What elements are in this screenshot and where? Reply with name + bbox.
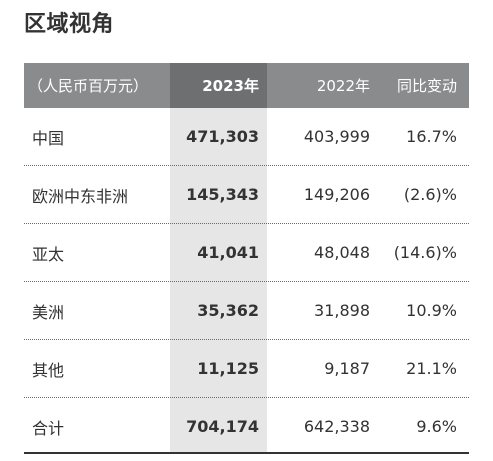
value-2023: 704,174 [186,417,259,436]
value-2022: 9,187 [324,359,370,378]
value-2023: 11,125 [197,359,259,378]
value-2023: 471,303 [186,127,259,146]
table-row: 亚太 41,041 48,048 (14.6)% [24,224,469,282]
value-2022: 31,898 [314,301,370,320]
header-yoy: 同比变动 [396,77,457,95]
region-label: 亚太 [32,244,65,264]
value-yoy: 16.7% [406,127,457,146]
table-row: 中国 471,303 403,999 16.7% [24,108,469,166]
value-yoy: 10.9% [406,301,457,320]
region-label: 中国 [32,128,65,148]
page-title: 区域视角 [24,12,115,37]
header-2022: 2022年 [316,77,370,95]
region-label: 合计 [32,418,65,438]
highlight-column-2023 [170,63,267,453]
regional-revenue-table: （人民币百万元） 2023年 2022年 同比变动 中国 471,303 403… [24,63,469,455]
table-row: 美洲 35,362 31,898 10.9% [24,282,469,340]
table-row: 其他 11,125 9,187 21.1% [24,340,469,398]
table-row-total: 合计 704,174 642,338 9.6% [24,398,469,455]
table-row: 欧洲中东非洲 145,343 149,206 (2.6)% [24,166,469,224]
value-2022: 403,999 [303,127,370,146]
region-label: 其他 [32,360,65,380]
value-2022: 48,048 [314,243,370,262]
region-label: 欧洲中东非洲 [32,186,129,206]
value-2022: 642,338 [303,417,370,436]
value-yoy: 21.1% [406,359,457,378]
table-header-row: （人民币百万元） 2023年 2022年 同比变动 [24,63,469,108]
header-unit: （人民币百万元） [28,77,149,95]
table-bottom-rule [24,452,469,454]
region-label: 美洲 [32,302,65,322]
header-2023: 2023年 [170,63,267,108]
value-2023: 145,343 [186,185,259,204]
value-2022: 149,206 [303,185,370,204]
value-yoy: (2.6)% [403,185,457,204]
value-2023: 35,362 [197,301,259,320]
value-yoy: 9.6% [416,417,457,436]
value-yoy: (14.6)% [393,243,457,262]
value-2023: 41,041 [197,243,259,262]
